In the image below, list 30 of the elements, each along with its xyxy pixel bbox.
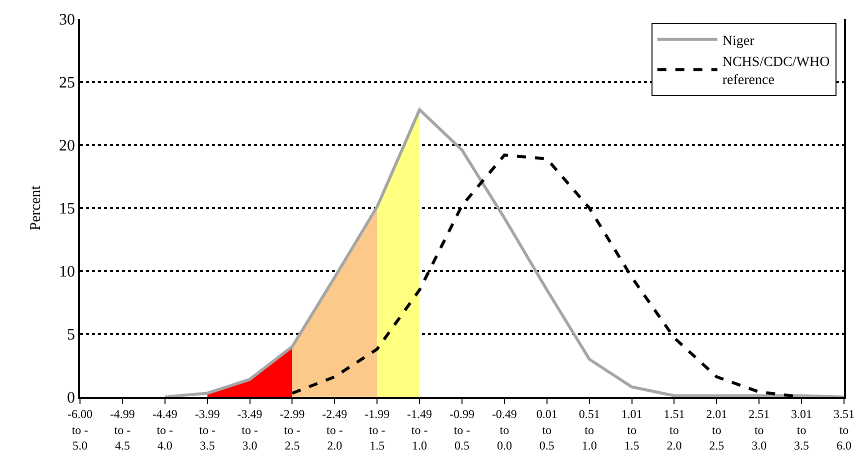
legend-label: Niger — [722, 34, 755, 49]
x-tick-label: -3.99 to - 3.5 — [194, 407, 220, 452]
y-tick-label: 15 — [59, 200, 76, 218]
x-tick-label: 3.51 to 6.0 — [834, 407, 854, 452]
legend-label: NCHS/CDC/WHO reference — [722, 55, 830, 88]
x-tick-label: 3.01 to 3.5 — [791, 407, 812, 452]
line-series — [163, 108, 844, 397]
x-tick-label: 2.01 to 2.5 — [706, 407, 728, 452]
x-tick-label: 2.51 to 3.0 — [748, 407, 770, 452]
y-tick-label: 10 — [59, 264, 76, 281]
x-tick-label: -0.99 to - 0.5 — [450, 407, 474, 452]
x-tick-label: -2.99 to - 2.5 — [280, 407, 305, 452]
x-tick-label: -3.49 to - 3.0 — [237, 407, 262, 452]
x-tick-label: -1.49 to - 1.0 — [407, 407, 432, 452]
x-tick-label: 1.01 to 1.5 — [621, 407, 642, 452]
y-tick-label: 5 — [67, 326, 76, 344]
y-tick-label: 25 — [59, 74, 76, 92]
x-tick-label: 1.51 to 2.0 — [664, 407, 685, 452]
y-tick-label: 30 — [59, 12, 76, 29]
y-axis-title: Percent — [28, 184, 44, 230]
x-tick-label: -6.00 to - 5.0 — [68, 407, 92, 452]
y-tick-label: 20 — [59, 138, 76, 155]
x-tick-label: -4.99 to - 4.5 — [110, 407, 135, 452]
x-tick-label: 0.01 to 0.5 — [536, 407, 558, 452]
x-tick-label: -1.99 to - 1.5 — [364, 407, 390, 452]
x-tick-label: -0.49 to 0.0 — [492, 407, 517, 452]
y-tick-label: 0 — [67, 390, 76, 407]
x-tick-label: -4.49 to - 4.0 — [152, 407, 178, 452]
x-tick-label: 0.51 to 1.0 — [578, 407, 600, 452]
x-tick-label: -2.49 to - 2.0 — [322, 407, 348, 452]
